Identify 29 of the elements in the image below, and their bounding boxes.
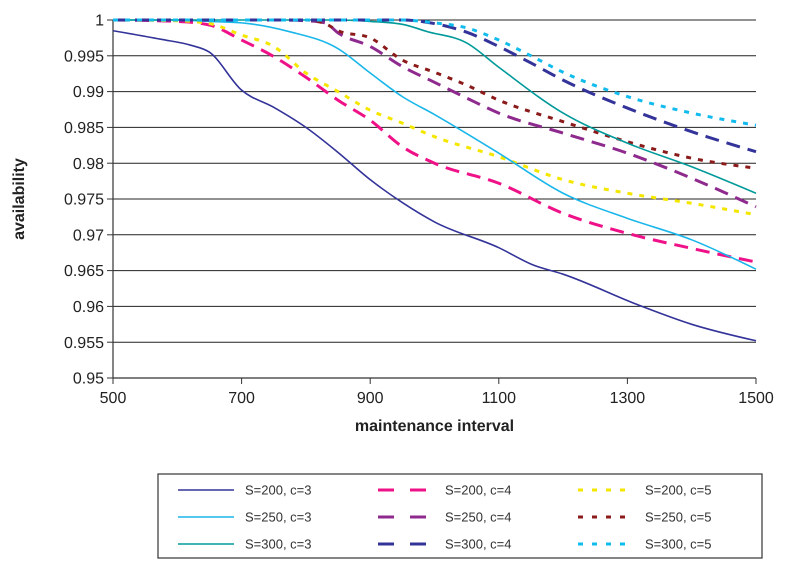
legend-label: S=250, c=3 (245, 510, 312, 525)
y-tick-label: 0.98 (72, 156, 104, 173)
legend-label: S=200, c=3 (245, 482, 312, 498)
legend-label: S=300, c=4 (445, 536, 512, 552)
y-axis-title: availability (11, 158, 28, 240)
legend-label: S=300, c=5 (645, 536, 712, 552)
line-series (113, 30, 757, 342)
legend-label: S=200, c=5 (645, 482, 712, 498)
x-tick-label: 1100 (482, 390, 516, 407)
y-tick-label: 0.99 (72, 84, 104, 102)
x-tick-label: 1500 (738, 390, 774, 407)
y-tick-label: 0.975 (64, 192, 104, 209)
legend-label: S=250, c=5 (645, 510, 712, 525)
y-tick-label: 0.95 (72, 370, 104, 388)
y-tick-label: 0.955 (64, 334, 104, 352)
x-tick-label: 700 (228, 390, 256, 407)
y-tick-label: 0.995 (64, 48, 104, 66)
y-tick-label: 0.965 (64, 263, 104, 280)
x-tick-label: 900 (356, 390, 384, 407)
y-tick-label: 0.985 (64, 120, 104, 137)
x-tick-label: 1300 (610, 390, 646, 407)
legend-label: S=200, c=4 (445, 482, 512, 498)
y-tick-label: 0.96 (72, 299, 104, 316)
legend-label: S=300, c=3 (245, 536, 312, 552)
y-tick-label: 0.97 (72, 227, 104, 244)
x-axis-title: maintenance interval (354, 418, 514, 435)
legend-label: S=250, c=4 (445, 510, 512, 525)
x-tick-label: 500 (100, 390, 126, 407)
y-tick-label: 1 (95, 12, 104, 30)
